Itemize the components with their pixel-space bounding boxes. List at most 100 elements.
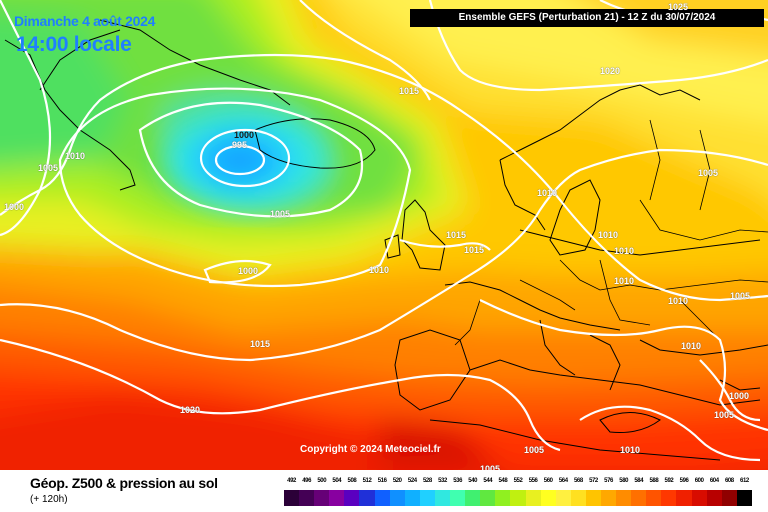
legend-color-bar xyxy=(284,490,752,506)
isobar-label: 1010 xyxy=(614,246,635,256)
legend-swatch xyxy=(661,490,677,506)
legend-swatch xyxy=(616,490,632,506)
geopotential-field xyxy=(0,0,768,470)
map-title: Géop. Z500 & pression au sol xyxy=(30,475,218,491)
legend-value-label: 600 xyxy=(694,478,704,484)
isobar-label: 1015 xyxy=(399,86,420,96)
legend-swatch xyxy=(389,490,405,506)
legend-value-label: 492 xyxy=(287,478,296,484)
legend-swatch xyxy=(540,490,556,506)
legend-swatch xyxy=(480,490,496,506)
legend-swatch xyxy=(359,490,375,506)
legend-swatch xyxy=(706,490,722,506)
legend-swatch xyxy=(555,490,571,506)
isobar-label: 1000 xyxy=(234,130,255,140)
isobar-label: 1000 xyxy=(729,391,750,401)
legend-value-label: 584 xyxy=(634,478,644,484)
isobar-label: 995 xyxy=(232,140,248,150)
legend-swatch xyxy=(631,490,647,506)
legend-value-label: 520 xyxy=(392,478,402,484)
legend-value-label: 532 xyxy=(438,478,447,484)
weather-map: Dimanche 4 août 2024 14:00 locale Ensemb… xyxy=(0,0,768,470)
legend-value-label: 496 xyxy=(302,478,312,484)
isobar-label: 1010 xyxy=(537,188,558,198)
legend-value-label: 608 xyxy=(724,478,734,484)
legend-value-label: 592 xyxy=(664,478,674,484)
legend-value-label: 580 xyxy=(619,478,629,484)
forecast-date: Dimanche 4 août 2024 xyxy=(14,13,156,29)
legend-value-label: 500 xyxy=(317,478,327,484)
map-footer: Géop. Z500 & pression au sol (+ 120h) 49… xyxy=(0,470,768,512)
isobar-label: 1015 xyxy=(250,339,271,349)
isobar-label: 1005 xyxy=(480,464,501,470)
isobar-label: 1005 xyxy=(270,209,291,219)
legend-swatch xyxy=(329,490,345,506)
legend-value-label: 604 xyxy=(709,478,719,484)
isobar-label: 1010 xyxy=(681,341,702,351)
legend-value-label: 612 xyxy=(740,478,749,484)
isobar-label: 1010 xyxy=(598,230,619,240)
copyright-notice: Copyright © 2024 Meteociel.fr xyxy=(300,444,441,455)
legend-value-label: 560 xyxy=(543,478,553,484)
forecast-lead-time: (+ 120h) xyxy=(30,494,68,505)
legend-value-label: 524 xyxy=(407,478,417,484)
isobar-label: 1025 xyxy=(668,2,689,12)
legend-value-label: 556 xyxy=(528,478,538,484)
legend-value-label: 544 xyxy=(483,478,493,484)
country-borders xyxy=(454,119,768,346)
legend-value-label: 528 xyxy=(423,478,432,484)
isobar-label: 1010 xyxy=(614,276,635,286)
legend-value-label: 540 xyxy=(468,478,478,484)
legend-swatch xyxy=(585,490,601,506)
legend-swatch xyxy=(299,490,315,506)
color-legend: 492 496 500 504 508 512 516 520 524 528 532 536 540 5… xyxy=(284,478,752,508)
legend-value-label: 572 xyxy=(589,478,598,484)
isobar-label: 1005 xyxy=(38,163,59,173)
legend-swatch xyxy=(525,490,541,506)
legend-swatch xyxy=(434,490,451,506)
legend-swatch xyxy=(314,490,330,506)
isobar-label: 1015 xyxy=(446,230,467,240)
legend-value-label: 504 xyxy=(332,478,342,484)
isobar-label: 1020 xyxy=(600,66,621,76)
legend-swatch xyxy=(404,490,420,506)
legend-swatch xyxy=(450,490,466,506)
run-info-banner: Ensemble GEFS (Perturbation 21) - 12 Z d… xyxy=(410,9,764,27)
legend-swatch xyxy=(495,490,511,506)
legend-swatch xyxy=(646,490,662,506)
isobar-label: 1010 xyxy=(65,151,86,161)
legend-value-label: 516 xyxy=(377,478,387,484)
legend-swatch xyxy=(570,490,586,506)
legend-value-label: 568 xyxy=(573,478,583,484)
legend-swatch xyxy=(736,490,752,506)
legend-labels: 492 496 500 504 508 512 516 520 524 528 532 536 540 5… xyxy=(284,478,752,490)
isobar-label: 1005 xyxy=(524,445,545,455)
legend-swatch xyxy=(691,490,707,506)
map-canvas xyxy=(0,0,768,470)
legend-swatch xyxy=(419,490,435,506)
isobar-label: 1015 xyxy=(464,245,485,255)
isobar-label: 1010 xyxy=(369,265,390,275)
legend-swatch xyxy=(374,490,390,506)
legend-value-label: 596 xyxy=(679,478,689,484)
legend-value-label: 564 xyxy=(558,478,568,484)
legend-swatch xyxy=(676,490,692,506)
legend-value-label: 576 xyxy=(604,478,613,484)
isobar-label: 1005 xyxy=(714,410,735,420)
isobar-label: 1005 xyxy=(730,291,751,301)
legend-value-label: 512 xyxy=(362,478,372,484)
legend-swatch xyxy=(284,490,300,506)
legend-swatch xyxy=(600,490,617,506)
legend-swatch xyxy=(465,490,481,506)
legend-swatch xyxy=(510,490,526,506)
isobar-label: 1005 xyxy=(698,168,719,178)
low-pressure-core xyxy=(165,112,325,208)
legend-value-label: 548 xyxy=(498,478,508,484)
isobar-label: 1020 xyxy=(180,405,201,415)
isobar-label: 1000 xyxy=(238,266,259,276)
legend-swatch xyxy=(721,490,737,506)
legend-value-label: 552 xyxy=(513,478,523,484)
isobar-label: 1000 xyxy=(4,202,25,212)
isobar-label: 1010 xyxy=(620,445,641,455)
legend-swatch xyxy=(344,490,360,506)
